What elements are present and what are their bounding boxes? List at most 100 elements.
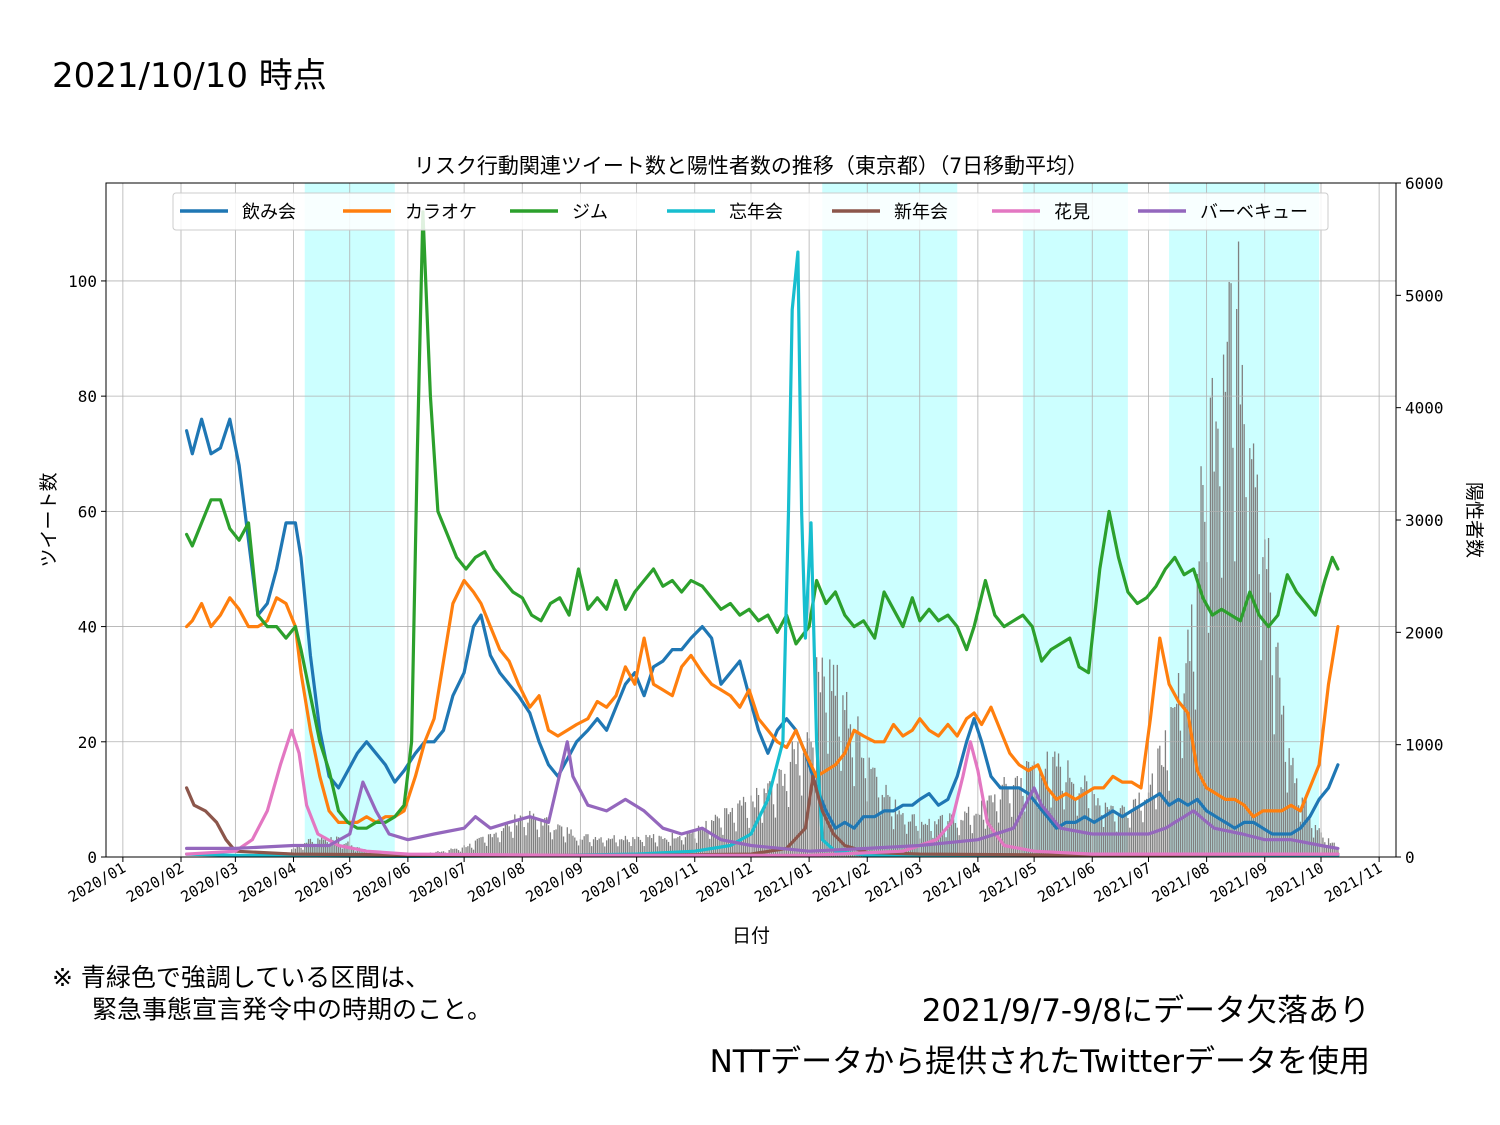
positives-bar	[952, 819, 955, 857]
series-line	[185, 578, 1340, 824]
positives-bar	[607, 838, 610, 857]
positives-bar	[1181, 758, 1183, 857]
positives-bar	[469, 843, 471, 857]
positives-bar	[619, 839, 621, 857]
y-axis-label-right: 陽性者数	[1463, 482, 1485, 558]
legend-label: 花見	[1054, 202, 1090, 223]
positives-bar	[861, 757, 863, 857]
positives-bar	[613, 835, 615, 857]
positives-bar	[1116, 831, 1118, 857]
positives-bar	[568, 833, 570, 857]
positives-bar	[840, 770, 842, 857]
positives-bar	[877, 797, 880, 857]
positives-bar	[922, 824, 925, 857]
positives-bar	[733, 822, 735, 857]
y-tick-label-right: 4000	[1405, 399, 1444, 418]
positives-bar	[1230, 283, 1232, 857]
positives-bar	[1041, 777, 1043, 857]
positives-bar	[615, 842, 617, 857]
positives-bar	[1290, 765, 1292, 857]
positives-bar	[1254, 487, 1257, 857]
positives-bar	[538, 837, 540, 857]
positives-bar	[499, 842, 501, 857]
positives-bar	[296, 844, 298, 857]
positives-bar	[1001, 784, 1003, 857]
positives-bar	[1162, 766, 1165, 857]
positives-bar	[791, 741, 793, 857]
positives-bar	[1200, 466, 1202, 857]
positives-bar	[322, 839, 325, 857]
positives-bar	[686, 832, 688, 857]
positives-bar	[1266, 569, 1268, 857]
positives-bar	[855, 732, 857, 857]
positives-bar	[624, 835, 627, 857]
positives-bar	[767, 783, 769, 857]
positives-bar	[617, 846, 619, 857]
positives-bar	[874, 767, 876, 857]
positives-bar	[772, 804, 775, 857]
positives-bar	[915, 825, 917, 857]
y-tick-label-left: 20	[78, 733, 97, 752]
positives-bar	[1228, 281, 1230, 857]
positives-bar	[313, 843, 315, 857]
positives-bar	[795, 764, 797, 857]
positives-bar	[857, 716, 859, 857]
positives-bar	[1097, 798, 1099, 857]
positives-bar	[754, 807, 756, 857]
positives-bar	[1312, 837, 1315, 857]
positives-bar	[847, 728, 850, 857]
positives-bar	[921, 821, 923, 857]
positives-bar	[1277, 642, 1279, 857]
positives-bar	[1136, 806, 1138, 857]
positives-bar	[898, 810, 900, 857]
positives-bar	[621, 839, 623, 857]
positives-bar	[549, 832, 552, 857]
positives-bar	[909, 821, 912, 857]
legend-box	[172, 192, 1329, 231]
positives-bar	[917, 830, 919, 857]
positives-bar	[1039, 768, 1041, 857]
positives-bar	[761, 822, 763, 857]
positives-bar	[667, 841, 670, 857]
positives-bar	[1237, 241, 1240, 858]
positives-bar	[1046, 751, 1048, 857]
positives-bar	[741, 805, 743, 857]
positives-bar	[885, 784, 887, 857]
x-tick-label: 2021/07	[1091, 859, 1155, 906]
positives-bar	[1221, 577, 1223, 857]
positives-bar	[662, 838, 664, 857]
positives-bar	[574, 837, 576, 857]
positives-bar	[679, 835, 681, 857]
positives-bar	[1307, 817, 1309, 857]
positives-bar	[664, 838, 666, 857]
positives-bar	[697, 825, 700, 857]
positives-bar	[352, 848, 355, 857]
positives-bar	[606, 840, 608, 857]
positives-bar	[1037, 807, 1039, 857]
x-tick-label: 2020/11	[637, 859, 701, 906]
positives-bar	[585, 834, 587, 857]
positives-bar	[546, 817, 548, 857]
positives-bar	[1157, 748, 1159, 857]
positives-bar	[1194, 709, 1197, 857]
x-tick-label: 2020/02	[123, 859, 187, 906]
positives-bar	[703, 830, 705, 857]
positives-bar	[949, 813, 951, 857]
positives-bar	[711, 820, 713, 857]
positives-bar	[1222, 354, 1225, 857]
positives-bar	[1035, 789, 1037, 857]
positives-bar	[1232, 447, 1234, 857]
positives-bar	[994, 794, 996, 857]
positives-bar	[1236, 308, 1238, 857]
positives-bar	[729, 812, 732, 857]
positives-bar	[523, 827, 525, 857]
positives-bar	[726, 808, 728, 857]
positives-bar	[1095, 805, 1097, 857]
legend-label: カラオケ	[405, 202, 477, 223]
highlight-note-line2: 緊急事態宣言発令中の時期のこと。	[92, 995, 493, 1024]
positives-bar	[1172, 707, 1174, 857]
positives-bar	[508, 826, 510, 857]
positives-bar	[851, 757, 853, 857]
positives-bar	[1326, 846, 1328, 857]
positives-bar	[1185, 663, 1187, 857]
